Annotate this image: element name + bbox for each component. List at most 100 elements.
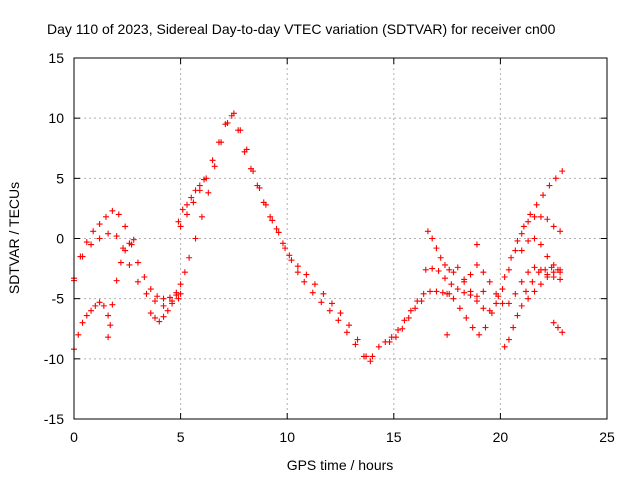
data-point	[482, 324, 489, 331]
data-point	[235, 127, 242, 134]
data-point	[531, 288, 538, 295]
data-point	[525, 295, 532, 302]
data-point	[181, 269, 188, 276]
data-point	[301, 278, 308, 285]
data-point	[83, 239, 90, 246]
data-point	[318, 299, 325, 306]
data-point	[100, 302, 107, 309]
data-point	[531, 213, 538, 220]
data-point	[288, 257, 295, 264]
data-point	[429, 265, 436, 272]
data-point	[499, 300, 506, 307]
data-point	[134, 259, 141, 266]
data-point	[456, 305, 463, 312]
x-tick-label: 0	[70, 429, 78, 445]
data-point	[122, 223, 129, 230]
data-point	[559, 168, 566, 175]
data-point	[177, 281, 184, 288]
data-point	[542, 266, 549, 273]
series-track-1	[71, 207, 184, 302]
data-point	[554, 324, 561, 331]
data-point	[113, 233, 120, 240]
data-point	[433, 245, 440, 252]
series-track-12	[422, 265, 487, 300]
data-point	[537, 241, 544, 248]
data-point	[196, 182, 203, 189]
x-tick-label: 20	[493, 429, 509, 445]
data-point	[173, 289, 180, 296]
plot-frame	[73, 57, 608, 420]
series-track-17	[518, 235, 564, 273]
data-point	[480, 269, 487, 276]
data-point	[467, 288, 474, 295]
data-point	[467, 271, 474, 278]
data-point	[476, 331, 483, 338]
data-point	[352, 341, 359, 348]
data-point	[514, 237, 521, 244]
data-point	[531, 235, 538, 242]
data-point	[505, 336, 512, 343]
data-point	[113, 277, 120, 284]
data-point	[126, 261, 133, 268]
data-point	[311, 281, 318, 288]
data-point	[486, 307, 493, 314]
data-point	[522, 288, 529, 295]
data-point	[354, 336, 361, 343]
data-point	[367, 358, 374, 365]
data-point	[552, 175, 559, 182]
data-point	[518, 247, 525, 254]
data-point	[493, 300, 500, 307]
data-point	[188, 194, 195, 201]
data-point	[548, 264, 555, 271]
data-points-layer	[71, 110, 566, 365]
data-point	[444, 290, 451, 297]
data-point	[346, 322, 353, 329]
x-tick-label: 10	[279, 429, 295, 445]
data-point	[105, 230, 112, 237]
data-point	[473, 241, 480, 248]
series-track-7	[177, 112, 370, 360]
data-point	[147, 310, 154, 317]
series-track-3	[71, 299, 114, 353]
data-point	[209, 157, 216, 164]
data-point	[518, 278, 525, 285]
data-point	[320, 290, 327, 297]
data-point	[550, 319, 557, 326]
data-point	[510, 324, 517, 331]
data-point	[275, 229, 282, 236]
data-point	[512, 290, 519, 297]
data-point	[177, 290, 184, 297]
data-point	[335, 317, 342, 324]
data-point	[279, 240, 286, 247]
data-point	[559, 329, 566, 336]
data-point	[211, 163, 218, 170]
data-point	[435, 267, 442, 274]
data-point	[183, 201, 190, 208]
data-point	[480, 305, 487, 312]
data-point	[427, 288, 434, 295]
series-track-13	[444, 168, 566, 338]
data-point	[109, 207, 116, 214]
data-point	[107, 322, 114, 329]
data-point	[454, 264, 461, 271]
data-point	[79, 253, 86, 260]
data-point	[105, 312, 112, 319]
data-point	[102, 213, 109, 220]
data-point	[540, 192, 547, 199]
data-point	[525, 218, 532, 225]
data-point	[83, 312, 90, 319]
y-tick-label: -15	[44, 411, 64, 427]
data-point	[525, 237, 532, 244]
data-point	[215, 139, 222, 146]
data-point	[198, 213, 205, 220]
data-point	[537, 281, 544, 288]
data-point	[147, 286, 154, 293]
x-tick-label: 25	[599, 429, 615, 445]
data-point	[441, 275, 448, 282]
data-point	[192, 235, 199, 242]
data-point	[96, 221, 103, 228]
data-point	[544, 216, 551, 223]
data-point	[422, 266, 429, 273]
data-point	[152, 298, 159, 305]
